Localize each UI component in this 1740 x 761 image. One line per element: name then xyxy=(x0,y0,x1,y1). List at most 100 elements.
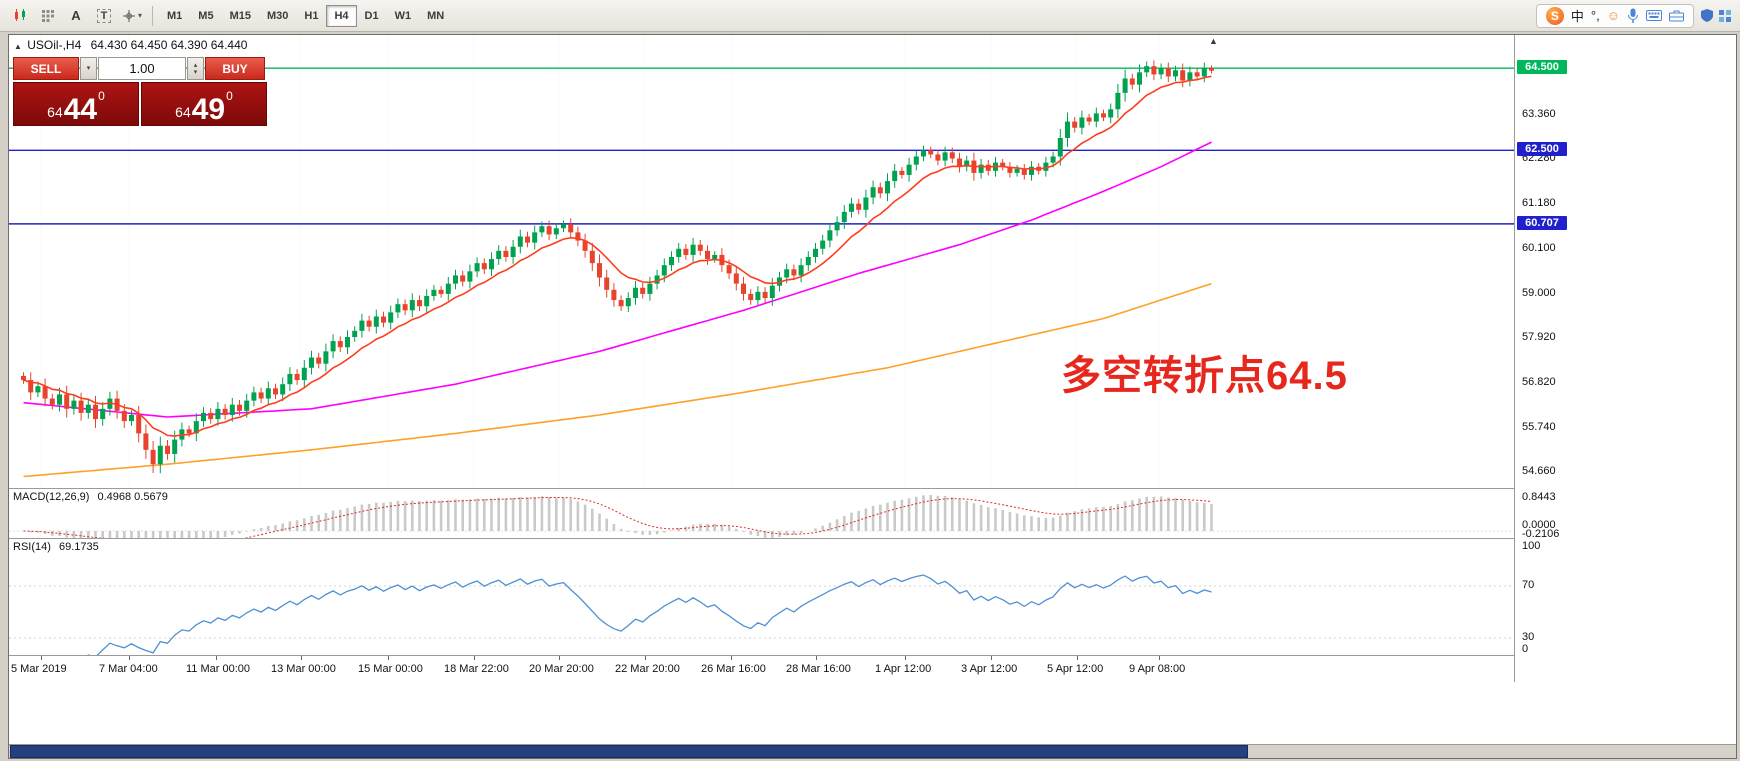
timeframe-button-D1[interactable]: D1 xyxy=(364,9,379,22)
shield-icon[interactable] xyxy=(1700,8,1714,23)
macd-values: 0.4968 0.5679 xyxy=(97,491,168,503)
time-tick xyxy=(1077,656,1078,660)
rsi-scale-label: 100 xyxy=(1522,540,1541,552)
price-tick-label: 57.920 xyxy=(1522,331,1556,344)
timeframe-button-H4[interactable]: H4 xyxy=(326,4,357,27)
sell-button[interactable]: SELL xyxy=(13,57,79,80)
microphone-icon[interactable] xyxy=(1627,8,1639,24)
time-tick xyxy=(991,656,992,660)
time-tick xyxy=(731,656,732,660)
time-tick xyxy=(645,656,646,660)
pane-divider[interactable] xyxy=(9,488,1736,489)
price-line-badge: 64.500 xyxy=(1517,60,1567,75)
pane-divider[interactable] xyxy=(9,538,1736,539)
time-tick-label: 11 Mar 00:00 xyxy=(186,663,251,675)
time-tick xyxy=(1159,656,1160,660)
rsi-canvas[interactable] xyxy=(9,539,1514,655)
chart-type-button[interactable] xyxy=(7,3,33,29)
time-tick xyxy=(559,656,560,660)
chart-ohlc-values: 64.430 64.450 64.390 64.440 xyxy=(90,38,248,52)
sell-price-tile[interactable]: 64 44 0 xyxy=(13,82,139,126)
price-tick-label: 55.740 xyxy=(1522,420,1556,433)
soft-keyboard-icon[interactable] xyxy=(1646,10,1662,21)
ime-language-mode[interactable]: 中 xyxy=(1570,9,1584,24)
indicator-grid-button[interactable] xyxy=(35,3,61,29)
time-axis-divider xyxy=(9,655,1736,656)
horizontal-scrollbar-thumb[interactable] xyxy=(10,745,1248,758)
price-tick-label: 56.820 xyxy=(1522,376,1556,389)
text-tool-label: A xyxy=(71,8,81,23)
textbox-tool-button[interactable]: T xyxy=(91,3,117,29)
time-tick-label: 3 Apr 12:00 xyxy=(961,663,1018,675)
time-tick-label: 20 Mar 20:00 xyxy=(529,663,594,675)
ime-punctuation-toggle[interactable]: °, xyxy=(1590,8,1600,23)
time-tick-label: 7 Mar 04:00 xyxy=(99,663,158,675)
time-tick-label: 1 Apr 12:00 xyxy=(875,663,932,675)
main-toolbar: A T ▾ M1 M5 M15 M30 H1 H4 D1 W1 MN S 中 °, ☺ xyxy=(0,0,1740,32)
volume-input[interactable] xyxy=(98,57,186,80)
price-tick-label: 60.100 xyxy=(1522,241,1556,254)
macd-scale-label: -0.2106 xyxy=(1522,528,1560,540)
chart-symbol-label: USOil-,H4 xyxy=(27,38,82,52)
textbox-tool-label: T xyxy=(96,8,112,23)
price-tick-label: 59.000 xyxy=(1522,286,1556,299)
time-tick-label: 15 Mar 00:00 xyxy=(358,663,423,675)
timeframe-button-M5[interactable]: M5 xyxy=(198,9,214,22)
horizontal-scrollbar[interactable] xyxy=(9,744,1736,758)
time-tick-label: 5 Apr 12:00 xyxy=(1047,663,1104,675)
buy-price-tile[interactable]: 64 49 0 xyxy=(141,82,267,126)
emoji-icon[interactable]: ☺ xyxy=(1606,8,1620,23)
time-tick xyxy=(129,656,130,660)
candlestick-chart-icon xyxy=(13,8,28,23)
rsi-pane[interactable]: RSI(14) 69.1735 xyxy=(9,539,1514,655)
time-tick xyxy=(388,656,389,660)
rsi-scale-label: 70 xyxy=(1522,579,1535,591)
macd-label: MACD(12,26,9) 0.4968 0.5679 xyxy=(13,491,168,503)
chart-annotation: 多空转折点64.5 xyxy=(1061,354,1348,398)
price-tick-label: 54.660 xyxy=(1522,464,1556,477)
timeframe-button-W1[interactable]: W1 xyxy=(394,9,412,22)
price-line-badge: 60.707 xyxy=(1517,215,1567,230)
ime-toolbar: S 中 °, ☺ xyxy=(1535,3,1694,28)
buy-button[interactable]: BUY xyxy=(205,57,265,80)
timeframe-group: M1 M5 M15 M30 H1 H4 D1 W1 MN xyxy=(159,4,452,27)
time-tick xyxy=(816,656,817,660)
price-tick-label: 61.180 xyxy=(1522,197,1556,210)
volume-dropdown-button[interactable]: ▾ xyxy=(80,57,97,80)
crosshair-tool-button[interactable]: ▾ xyxy=(119,3,145,29)
price-axis[interactable]: 63.360 62.280 61.180 60.100 59.000 57.920 56.8… xyxy=(1515,35,1736,682)
rsi-line xyxy=(87,574,1212,655)
macd-pane[interactable]: MACD(12,26,9) 0.4968 0.5679 xyxy=(9,489,1514,538)
sell-price-big: 44 xyxy=(63,92,98,126)
volume-stepper[interactable]: ▴ ▾ xyxy=(187,57,204,80)
timeframe-button-M1[interactable]: M1 xyxy=(167,9,183,22)
window-grid-icon[interactable] xyxy=(1718,9,1732,23)
sogou-logo-icon[interactable]: S xyxy=(1545,6,1564,25)
timeframe-button-MN[interactable]: MN xyxy=(427,9,445,22)
main-chart-canvas[interactable] xyxy=(9,35,1514,488)
rsi-label: RSI(14) 69.1735 xyxy=(13,541,99,553)
time-tick xyxy=(216,656,217,660)
timeframe-button-H1[interactable]: H1 xyxy=(304,9,319,22)
timeframe-button-M15[interactable]: M15 xyxy=(229,9,251,22)
sell-price-prefix: 64 xyxy=(47,104,63,120)
chart-window: ▲ USOil-,H4 64.430 64.450 64.390 64.440 … xyxy=(8,34,1737,759)
sell-price-sup: 0 xyxy=(98,89,105,103)
macd-scale-label: 0.0000 xyxy=(1522,519,1556,531)
price-line-badge: 62.500 xyxy=(1517,142,1567,157)
grid-icon xyxy=(41,9,55,23)
buy-price-prefix: 64 xyxy=(175,104,191,120)
buy-price-big: 49 xyxy=(191,92,226,126)
main-chart-pane[interactable]: ▲ USOil-,H4 64.430 64.450 64.390 64.440 … xyxy=(9,35,1514,488)
timeframe-button-M30[interactable]: M30 xyxy=(266,9,289,22)
text-tool-button[interactable]: A xyxy=(63,3,89,29)
toolbox-icon[interactable] xyxy=(1669,9,1684,22)
time-tick xyxy=(41,656,42,660)
buy-price-sup: 0 xyxy=(226,89,233,103)
time-tick-label: 5 Mar 2019 xyxy=(11,663,67,675)
toolbar-separator xyxy=(152,5,153,26)
macd-canvas[interactable] xyxy=(9,489,1514,538)
chart-shift-marker[interactable]: ▲ xyxy=(1209,36,1218,46)
time-axis[interactable]: 5 Mar 2019 7 Mar 04:00 11 Mar 00:00 13 Mar … xyxy=(9,656,1514,682)
